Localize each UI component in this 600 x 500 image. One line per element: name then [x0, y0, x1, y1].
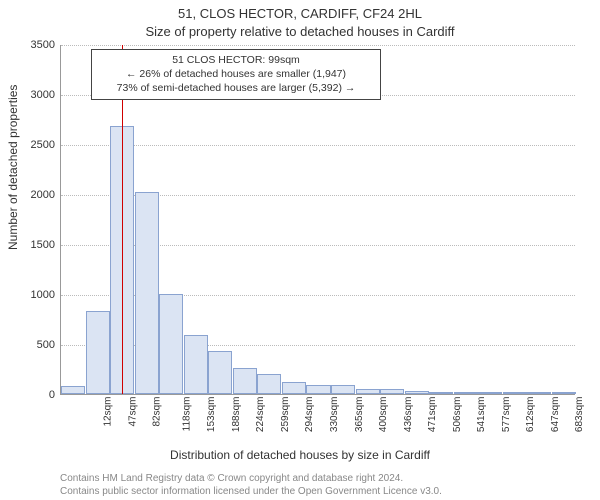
- y-tick-label: 3000: [21, 89, 55, 101]
- chart-title-line2: Size of property relative to detached ho…: [0, 24, 600, 39]
- gridline: [61, 45, 575, 46]
- annotation-line2: ← 26% of detached houses are smaller (1,…: [98, 67, 374, 81]
- bar: [380, 389, 404, 394]
- chart-title-line1: 51, CLOS HECTOR, CARDIFF, CF24 2HL: [0, 6, 600, 21]
- bar: [503, 392, 527, 394]
- chart-container: 51, CLOS HECTOR, CARDIFF, CF24 2HL Size …: [0, 0, 600, 500]
- footer-line1: Contains HM Land Registry data © Crown c…: [60, 473, 403, 484]
- annotation-line3: 73% of semi-detached houses are larger (…: [98, 81, 374, 95]
- x-tick-label: 541sqm: [476, 397, 487, 433]
- x-axis-label: Distribution of detached houses by size …: [0, 448, 600, 462]
- bar: [552, 392, 576, 394]
- x-tick-label: 82sqm: [152, 397, 163, 427]
- bar: [454, 392, 478, 394]
- x-tick-label: 577sqm: [501, 397, 512, 433]
- x-tick-label: 118sqm: [181, 397, 192, 432]
- annotation-line1: 51 CLOS HECTOR: 99sqm: [98, 53, 374, 67]
- footer-line2: Contains public sector information licen…: [60, 486, 442, 497]
- x-tick-label: 400sqm: [378, 397, 389, 433]
- x-tick-label: 259sqm: [280, 397, 291, 433]
- y-tick-label: 1500: [21, 239, 55, 251]
- x-tick-label: 224sqm: [255, 397, 266, 433]
- bar: [405, 391, 429, 395]
- x-tick-label: 365sqm: [354, 397, 365, 433]
- y-tick-label: 3500: [21, 39, 55, 51]
- plot-area: 050010001500200025003000350012sqm47sqm82…: [60, 45, 575, 395]
- x-tick-label: 612sqm: [525, 397, 536, 433]
- bar: [135, 192, 159, 394]
- bar: [159, 294, 183, 394]
- x-tick-label: 471sqm: [427, 397, 438, 433]
- x-tick-label: 506sqm: [452, 397, 463, 433]
- bar: [233, 368, 257, 394]
- y-axis-label: Number of detached properties: [6, 85, 20, 250]
- bar: [86, 311, 110, 394]
- bar: [527, 392, 551, 394]
- y-tick-label: 500: [21, 339, 55, 351]
- bar: [331, 385, 355, 394]
- y-tick-label: 0: [21, 389, 55, 401]
- y-tick-label: 2500: [21, 139, 55, 151]
- bar: [61, 386, 85, 394]
- x-tick-label: 188sqm: [231, 397, 242, 433]
- y-tick-label: 2000: [21, 189, 55, 201]
- bar: [257, 374, 281, 394]
- bar: [478, 392, 502, 394]
- y-tick-label: 1000: [21, 289, 55, 301]
- x-tick-label: 153sqm: [206, 397, 217, 433]
- x-tick-label: 647sqm: [550, 397, 561, 433]
- x-tick-label: 47sqm: [127, 397, 138, 427]
- bar: [306, 385, 330, 394]
- x-tick-label: 12sqm: [103, 397, 114, 427]
- bar: [184, 335, 208, 394]
- bar: [429, 392, 453, 394]
- bar: [356, 389, 380, 395]
- x-tick-label: 436sqm: [403, 397, 414, 433]
- bar: [208, 351, 232, 394]
- gridline: [61, 145, 575, 146]
- marker-annotation: 51 CLOS HECTOR: 99sqm ← 26% of detached …: [91, 49, 381, 100]
- bar: [282, 382, 306, 394]
- x-tick-label: 683sqm: [574, 397, 585, 433]
- x-tick-label: 330sqm: [329, 397, 340, 433]
- x-tick-label: 294sqm: [305, 397, 316, 433]
